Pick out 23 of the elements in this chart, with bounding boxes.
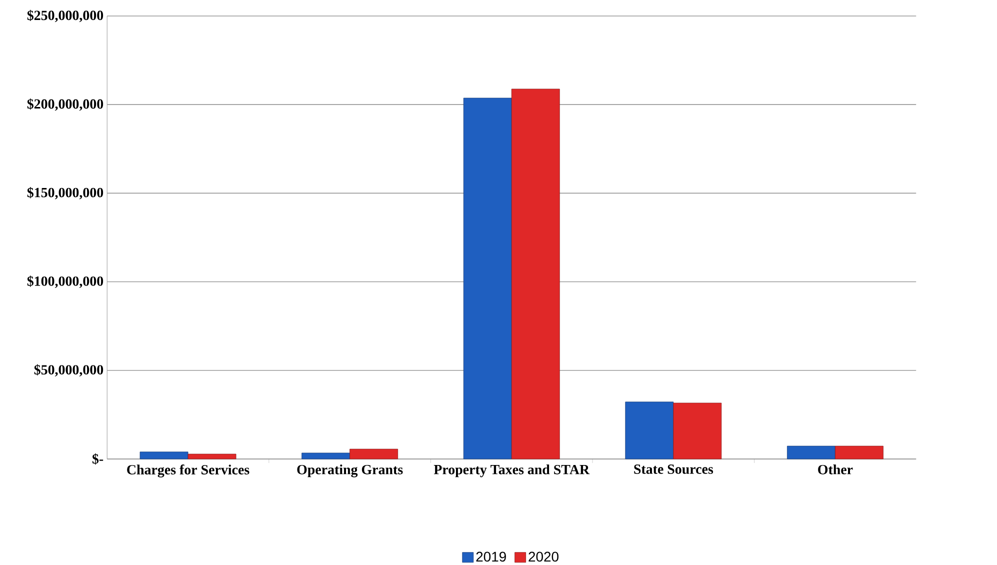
bar bbox=[188, 454, 236, 460]
bar bbox=[673, 402, 722, 460]
x-tick-label: Property Taxes and STAR bbox=[434, 464, 590, 478]
y-tick-label: $150,000,000 bbox=[27, 187, 104, 200]
x-tick-label: Operating Grants bbox=[297, 464, 403, 478]
bar bbox=[511, 88, 560, 460]
y-tick-label: $250,000,000 bbox=[27, 10, 104, 22]
y-tick-label: $200,000,000 bbox=[27, 98, 104, 111]
bar bbox=[350, 448, 398, 460]
bar bbox=[463, 98, 512, 460]
bar bbox=[140, 452, 188, 460]
bar bbox=[787, 446, 836, 460]
bar bbox=[835, 446, 884, 460]
legend-label: 2019 bbox=[476, 552, 506, 562]
y-tick-label: $100,000,000 bbox=[27, 276, 104, 288]
bar bbox=[625, 402, 674, 460]
y-tick-label: $50,000,000 bbox=[34, 364, 104, 377]
legend-label: 2020 bbox=[528, 552, 558, 562]
x-tick-label: Other bbox=[818, 464, 853, 474]
y-tick-label: $- bbox=[92, 453, 104, 465]
bar bbox=[302, 452, 350, 460]
x-tick-label: Charges for Services bbox=[127, 464, 250, 478]
x-tick-label: State Sources bbox=[634, 464, 714, 474]
